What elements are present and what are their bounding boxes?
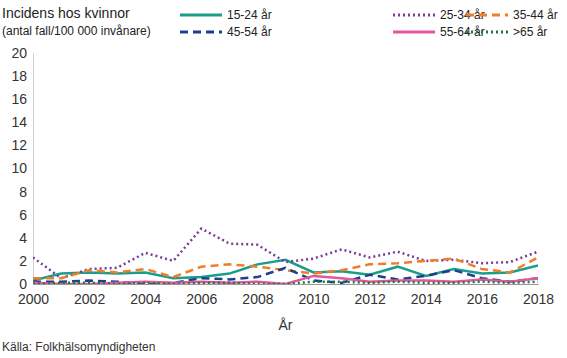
y-tick: 16 <box>11 91 33 107</box>
x-tick: 2018 <box>523 284 554 307</box>
y-tick-label: 16 <box>11 91 27 107</box>
y-tick: 8 <box>19 184 33 200</box>
x-tick: 2014 <box>411 284 442 307</box>
x-tick-label: 2012 <box>355 291 386 307</box>
source: Källa: Folkhälsomyndigheten <box>2 340 155 354</box>
x-tick-label: 2008 <box>242 291 273 307</box>
legend-item: 45-54 år <box>180 25 272 39</box>
chart: 0 2 4 6 8 10 12 14 16 18 20 2000 2002 2004 2006 2008 201… <box>0 0 567 358</box>
y-tick: 0 <box>19 276 33 292</box>
legend-swatch <box>393 14 435 17</box>
legend-label: 15-24 år <box>227 8 272 22</box>
series-line <box>33 229 538 279</box>
x-axis: 2000 2002 2004 2006 2008 2010 2012 2014 2016 2018 <box>18 284 554 307</box>
y-tick-label: 6 <box>19 207 27 223</box>
y-axis: 0 2 4 6 8 10 12 14 16 18 20 <box>11 45 33 292</box>
title: Incidens hos kvinnor <box>2 5 130 21</box>
y-axis-line <box>33 54 34 285</box>
x-tick: 2010 <box>298 284 329 307</box>
y-tick: 20 <box>11 45 33 61</box>
legend-item: 15-24 år <box>180 8 272 22</box>
series-line <box>33 276 538 284</box>
y-tick-label: 2 <box>19 253 27 269</box>
x-tick: 2016 <box>467 284 498 307</box>
y-tick-label: 0 <box>19 276 27 292</box>
y-tick: 2 <box>19 253 33 269</box>
legend-item: 55-64 år <box>393 25 485 39</box>
y-tick: 18 <box>11 68 33 84</box>
x-tick-label: 2004 <box>130 291 161 307</box>
y-tick-label: 8 <box>19 184 27 200</box>
x-tick-label: 2002 <box>74 291 105 307</box>
x-axis-line <box>34 284 539 285</box>
x-tick: 2012 <box>355 284 386 307</box>
legend-item: 35-44 år <box>466 8 558 22</box>
subtitle: (antal fall/100 000 invånare) <box>2 24 151 38</box>
x-tick-label: 2010 <box>298 291 329 307</box>
y-tick: 12 <box>11 137 33 153</box>
x-tick-label: 2006 <box>186 291 217 307</box>
x-tick-label: 2018 <box>523 291 554 307</box>
y-tick: 10 <box>11 160 33 176</box>
plot: 0 2 4 6 8 10 12 14 16 18 20 2000 2002 2004 2006 2008 201… <box>11 45 554 307</box>
legend-label: 35-44 år <box>513 8 558 22</box>
x-tick: 2006 <box>186 284 217 307</box>
legend-swatch <box>180 31 222 34</box>
legend-swatch <box>466 14 508 17</box>
x-tick: 2002 <box>74 284 105 307</box>
legend-swatch <box>393 31 435 34</box>
x-axis-title: År <box>279 317 293 333</box>
legend-label: 25-34 år <box>440 8 485 22</box>
series-line <box>33 268 538 284</box>
legend-label: 45-54 år <box>227 25 272 39</box>
legend-swatch <box>466 31 508 34</box>
y-tick: 14 <box>11 114 33 130</box>
y-tick: 4 <box>19 230 33 246</box>
x-tick-label: 2000 <box>18 291 49 307</box>
x-tick-label: 2016 <box>467 291 498 307</box>
series-line <box>33 282 538 284</box>
y-tick-label: 4 <box>19 230 27 246</box>
legend-swatch <box>180 14 222 17</box>
y-tick-label: 18 <box>11 68 27 84</box>
y-tick: 6 <box>19 207 33 223</box>
x-tick: 2000 <box>18 284 49 307</box>
lines <box>33 229 538 284</box>
x-tick: 2008 <box>242 284 273 307</box>
legend-item: >65 år <box>466 25 547 39</box>
x-tick: 2004 <box>130 284 161 307</box>
y-tick-label: 12 <box>11 137 27 153</box>
x-tick-label: 2014 <box>411 291 442 307</box>
y-tick-label: 10 <box>11 160 27 176</box>
legend-label: >65 år <box>513 25 547 39</box>
legend: 15-24 år 25-34 år 35-44 år 45-54 år 55-64 år… <box>180 8 558 39</box>
y-tick-label: 20 <box>11 45 27 61</box>
y-tick-label: 14 <box>11 114 27 130</box>
